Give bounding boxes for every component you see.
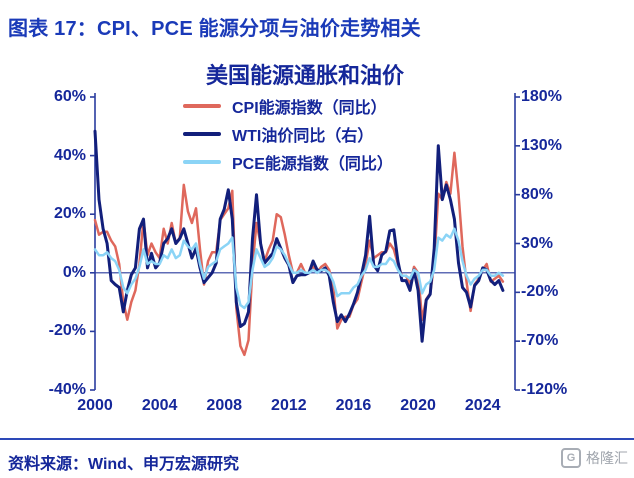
page-title: 图表 17：CPI、PCE 能源分项与油价走势相关: [8, 18, 421, 40]
gelonghui-logo: G 格隆汇: [561, 448, 628, 468]
gelonghui-logo-text: 格隆汇: [586, 450, 628, 466]
source-text: 资料来源：Wind、申万宏源研究: [8, 456, 239, 473]
gelonghui-logo-icon: G: [561, 448, 581, 468]
footer-divider-line: [0, 438, 634, 440]
